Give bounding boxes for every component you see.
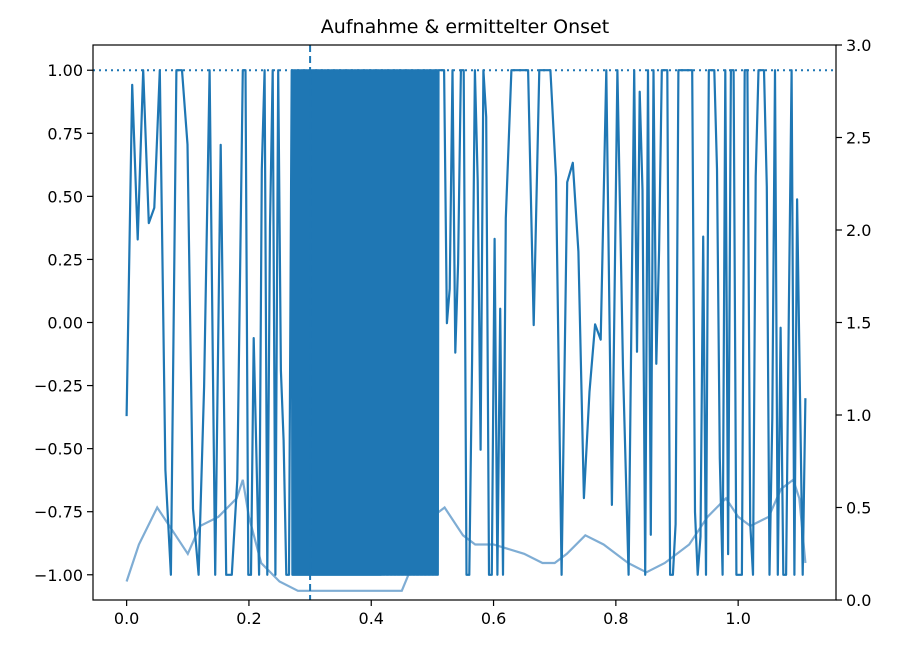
plot-area [93,45,836,600]
y-tick-label: −0.75 [34,503,83,522]
x-tick-label: 0.8 [603,609,628,628]
y-tick-label: 0.75 [47,124,83,143]
y2-tick-label: 3.0 [846,36,871,55]
x-tick-label: 0.4 [359,609,384,628]
x-tick-label: 0.6 [481,609,506,628]
y2-tick-label: 1.5 [846,314,871,333]
x-tick-label: 0.2 [236,609,261,628]
y-tick-label: −1.00 [34,566,83,585]
y-tick-label: 0.50 [47,187,83,206]
y-tick-label: −0.25 [34,377,83,396]
y2-tick-label: 2.5 [846,129,871,148]
y2-tick-label: 0.5 [846,499,871,518]
y2-tick-label: 0.0 [846,591,871,610]
y-tick-label: 0.00 [47,314,83,333]
x-tick-label: 1.0 [725,609,750,628]
axes: 0.0 0.2 0.4 0.6 0.8 1.0 −1.00 −0.75 −0.50 −0.25 0.… [34,36,871,628]
y-tick-label: 0.25 [47,250,83,269]
x-tick-label: 0.0 [114,609,139,628]
signal-series-line [125,69,807,576]
y-tick-label: 1.00 [47,61,83,80]
y2-tick-label: 1.0 [846,406,871,425]
y2-tick-label: 2.0 [846,221,871,240]
y-tick-label: −0.50 [34,440,83,459]
chart-title: Aufnahme & ermittelter Onset [321,16,609,38]
